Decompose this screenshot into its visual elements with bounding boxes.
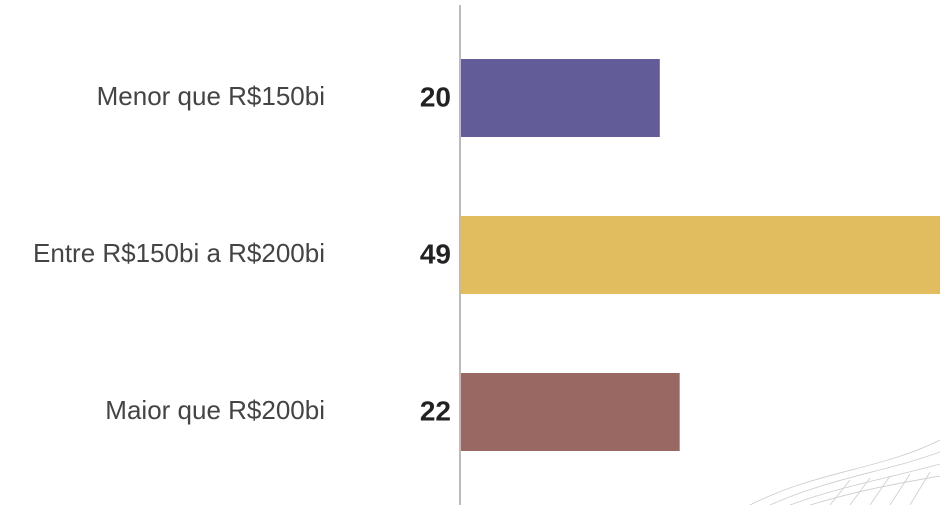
decoration bbox=[750, 440, 940, 505]
page: Menor que R$150bi 20 Entre R$150bi a R$200… bbox=[0, 0, 940, 505]
value-label: 49 bbox=[420, 238, 451, 269]
category-label: Entre R$150bi a R$200bi bbox=[33, 238, 325, 268]
bar bbox=[461, 59, 660, 137]
value-label: 22 bbox=[420, 395, 451, 426]
chart: Menor que R$150bi 20 Entre R$150bi a R$200… bbox=[0, 0, 940, 505]
value-label: 20 bbox=[420, 81, 451, 112]
bar bbox=[461, 373, 680, 451]
category-label: Menor que R$150bi bbox=[97, 81, 325, 111]
category-label: Maior que R$200bi bbox=[105, 395, 325, 425]
bar bbox=[461, 216, 940, 294]
